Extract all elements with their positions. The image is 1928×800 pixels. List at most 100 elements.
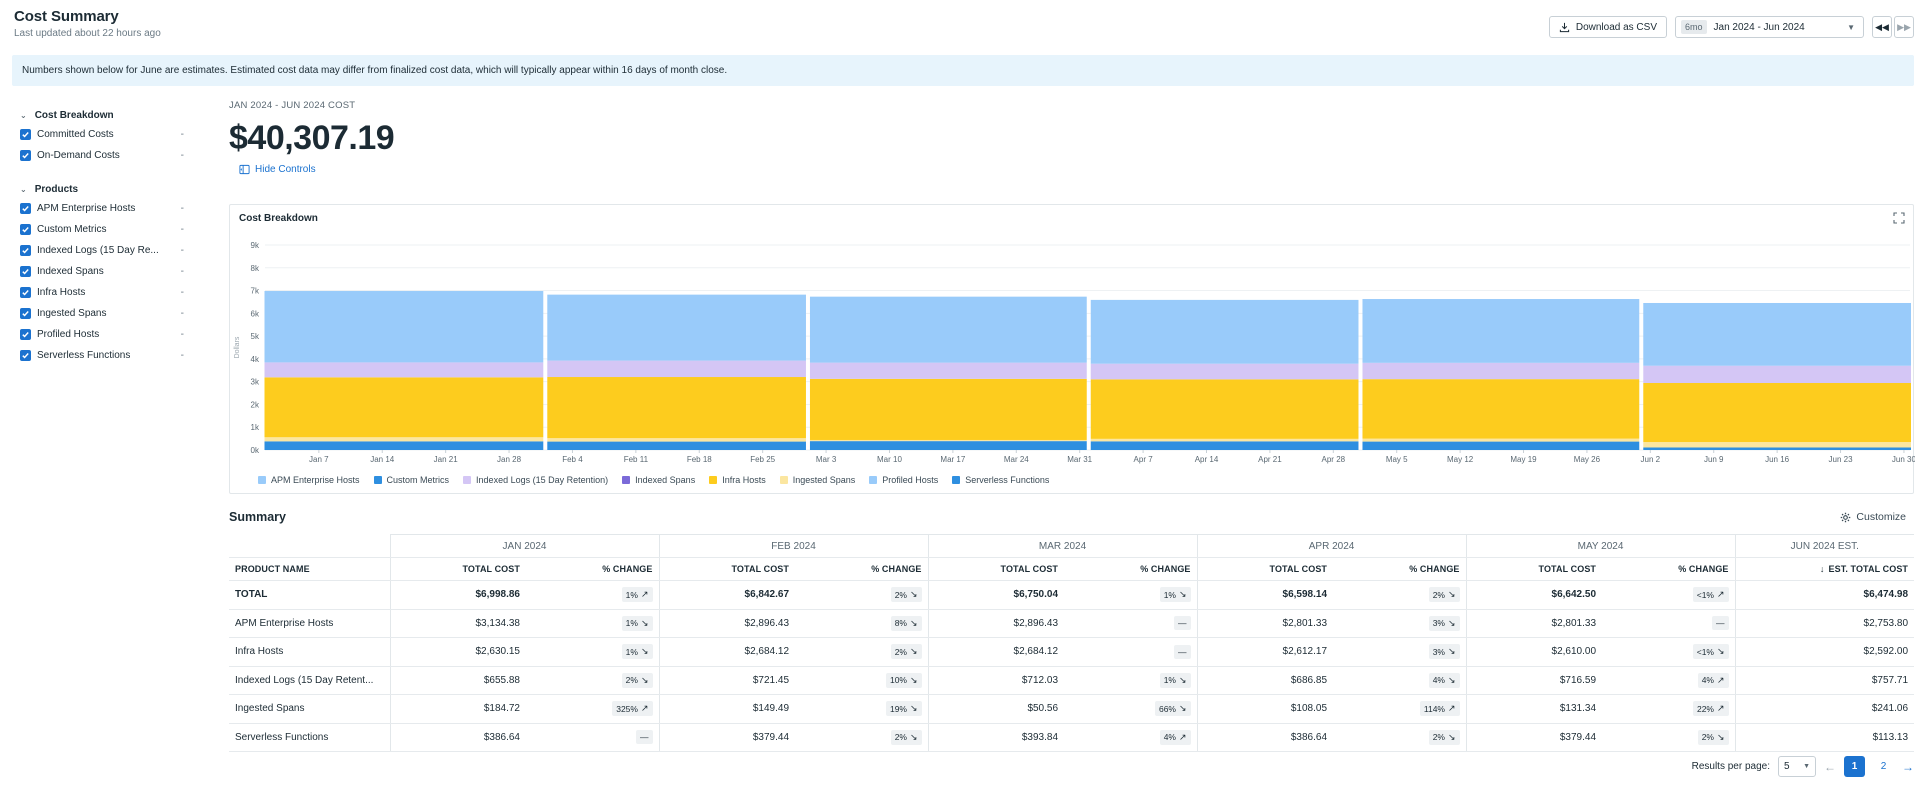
bar-segment[interactable] — [809, 439, 1087, 442]
filter-group-header[interactable]: ⌄ Cost Breakdown — [20, 106, 210, 124]
customize-button[interactable]: Customize — [1840, 511, 1906, 523]
legend-item[interactable]: Profiled Hosts — [869, 475, 938, 485]
col-percent-change[interactable]: % CHANGE — [795, 557, 929, 581]
y-tick-label: 5k — [251, 332, 260, 341]
table-row[interactable]: Infra Hosts $2,630.15 1% ↘ $2,684.12 2% ↘ $2,68… — [229, 637, 1915, 667]
filter-checkbox-row[interactable]: Ingested Spans - — [20, 303, 210, 324]
bar-segment[interactable] — [1643, 382, 1911, 443]
col-total-cost[interactable]: TOTAL COST — [389, 557, 526, 581]
bar-segment[interactable] — [264, 441, 544, 450]
col-total-cost[interactable]: TOTAL COST — [1196, 557, 1334, 581]
col-percent-change[interactable]: % CHANGE — [1602, 557, 1736, 581]
col-percent-change[interactable]: % CHANGE — [526, 557, 660, 581]
bar-segment[interactable] — [1643, 447, 1911, 450]
bar-segment[interactable] — [809, 441, 1087, 450]
change-value: 2% — [1432, 732, 1445, 743]
next-page-icon[interactable]: → — [1902, 759, 1914, 774]
expand-icon[interactable] — [1893, 212, 1905, 224]
filter-checkbox-row[interactable]: Infra Hosts - — [20, 282, 210, 303]
col-total-cost[interactable]: TOTAL COST — [927, 557, 1065, 581]
bar-segment[interactable] — [1643, 365, 1911, 383]
bar-segment[interactable] — [264, 377, 544, 438]
checkbox-checked-icon[interactable] — [20, 308, 31, 319]
checkbox-checked-icon[interactable] — [20, 150, 31, 161]
bar-segment[interactable] — [547, 377, 806, 439]
bar-segment[interactable] — [1362, 438, 1640, 442]
bar-segment[interactable] — [1362, 379, 1640, 439]
col-est-total-cost[interactable]: ↓ EST. TOTAL COST — [1734, 557, 1915, 581]
bar-segment[interactable] — [1090, 438, 1359, 442]
prev-page-icon[interactable]: ← — [1824, 759, 1836, 774]
bar-segment[interactable] — [547, 441, 806, 450]
legend-label: Custom Metrics — [386, 475, 450, 485]
bar-segment[interactable] — [264, 291, 544, 363]
arrow-down-right-icon: ↘ — [909, 589, 918, 600]
bar-segment[interactable] — [809, 378, 1087, 440]
results-per-page-select[interactable]: 5 ▼ — [1778, 756, 1816, 777]
checkbox-checked-icon[interactable] — [20, 203, 31, 214]
previous-period-icon[interactable]: ◀◀ — [1872, 16, 1892, 38]
checkbox-checked-icon[interactable] — [20, 224, 31, 235]
col-percent-change[interactable]: % CHANGE — [1064, 557, 1198, 581]
bar-segment[interactable] — [1090, 379, 1359, 439]
change-value: 19% — [889, 703, 907, 714]
checkbox-checked-icon[interactable] — [20, 266, 31, 277]
filter-checkbox-row[interactable]: Indexed Logs (15 Day Re... - — [20, 240, 210, 261]
bar-segment[interactable] — [547, 438, 806, 442]
bar-segment[interactable] — [1090, 441, 1359, 450]
filter-checkbox-row[interactable]: Custom Metrics - — [20, 219, 210, 240]
col-percent-change[interactable]: % CHANGE — [1333, 557, 1467, 581]
bar-segment[interactable] — [1362, 441, 1640, 450]
est-total-cost-cell: $241.06 — [1734, 694, 1915, 724]
bar-segment[interactable] — [547, 360, 806, 378]
checkbox-checked-icon[interactable] — [20, 350, 31, 361]
filter-checkbox-row[interactable]: Profiled Hosts - — [20, 324, 210, 345]
checkbox-checked-icon[interactable] — [20, 129, 31, 140]
col-product-name[interactable]: PRODUCT NAME — [229, 557, 390, 581]
table-row[interactable]: TOTAL $6,998.86 1% ↗ $6,842.67 2% ↘ $6,750.04 1%… — [229, 580, 1915, 610]
top-actions: Download as CSV 6mo Jan 2024 - Jun 2024 … — [1548, 16, 1914, 38]
table-row[interactable]: Indexed Logs (15 Day Retent... $655.88 2% ↘… — [229, 666, 1915, 695]
bar-segment[interactable] — [547, 294, 806, 361]
legend-item[interactable]: APM Enterprise Hosts — [258, 475, 360, 485]
bar-segment[interactable] — [1362, 299, 1640, 363]
page-1-button[interactable]: 1 — [1844, 756, 1865, 777]
legend-item[interactable]: Indexed Spans — [622, 475, 695, 485]
hide-controls-button[interactable]: Hide Controls — [239, 164, 394, 175]
table-row[interactable]: APM Enterprise Hosts $3,134.38 1% ↘ $2,896.4… — [229, 609, 1915, 638]
legend-item[interactable]: Custom Metrics — [373, 475, 450, 485]
table-row[interactable]: Serverless Functions $386.64— $379.44 2% ↘ $3… — [229, 723, 1915, 752]
filter-checkbox-row[interactable]: On-Demand Costs - — [20, 145, 210, 166]
bar-segment[interactable] — [264, 437, 544, 442]
empty-header-cell — [229, 534, 390, 558]
col-total-cost[interactable]: TOTAL COST — [1465, 557, 1603, 581]
checkbox-checked-icon[interactable] — [20, 329, 31, 340]
change-badge: 3% ↘ — [1428, 644, 1460, 660]
bar-segment[interactable] — [1643, 302, 1911, 366]
filter-checkbox-row[interactable]: Serverless Functions - — [20, 345, 210, 366]
filter-checkbox-row[interactable]: Committed Costs - — [20, 124, 210, 145]
filter-checkbox-row[interactable]: Indexed Spans - — [20, 261, 210, 282]
bar-segment[interactable] — [264, 362, 544, 378]
bar-segment[interactable] — [809, 296, 1087, 363]
filter-checkbox-row[interactable]: APM Enterprise Hosts - — [20, 198, 210, 219]
bar-segment[interactable] — [1090, 363, 1359, 380]
legend-item[interactable]: Infra Hosts — [709, 475, 766, 485]
bar-segment[interactable] — [1643, 442, 1911, 448]
table-row[interactable]: Ingested Spans $184.72 325% ↗ $149.49 19% ↘ $50… — [229, 694, 1915, 724]
legend-item[interactable]: Indexed Logs (15 Day Retention) — [463, 475, 608, 485]
bar-segment[interactable] — [1362, 362, 1640, 380]
bar-segment[interactable] — [809, 362, 1087, 379]
bar-segment[interactable] — [1090, 299, 1359, 364]
checkbox-checked-icon[interactable] — [20, 245, 31, 256]
checkbox-checked-icon[interactable] — [20, 287, 31, 298]
page-2-button[interactable]: 2 — [1880, 761, 1887, 772]
download-csv-button[interactable]: Download as CSV — [1548, 16, 1667, 38]
timeframe-select[interactable]: 6mo Jan 2024 - Jun 2024 ▼ — [1675, 16, 1864, 38]
legend-item[interactable]: Serverless Functions — [952, 475, 1049, 485]
next-period-icon[interactable]: ▶▶ — [1894, 16, 1914, 38]
legend-item[interactable]: Ingested Spans — [779, 475, 856, 485]
col-total-cost[interactable]: TOTAL COST — [658, 557, 796, 581]
legend-label: Ingested Spans — [792, 475, 856, 485]
filter-group-header[interactable]: ⌄ Products — [20, 180, 210, 198]
